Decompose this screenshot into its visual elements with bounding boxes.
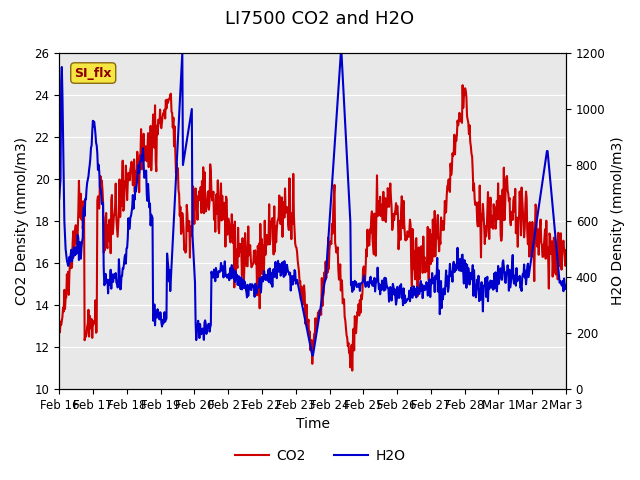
Text: LI7500 CO2 and H2O: LI7500 CO2 and H2O [225,10,415,28]
CO2 [493,198,500,204]
CO2 [364,227,371,232]
CO2 [350,348,358,353]
H2O [351,278,358,284]
Line: CO2: CO2 [60,85,566,371]
CO2 [348,368,356,373]
CO2 [562,247,570,253]
Legend: CO2, H2O: CO2, H2O [229,443,411,468]
H2O [493,288,500,294]
H2O [364,281,372,287]
H2O [380,284,387,290]
CO2 [56,318,63,324]
CO2 [459,82,467,88]
H2O [308,353,316,359]
CO2 [379,217,387,223]
H2O [562,282,570,288]
H2O [86,156,94,161]
Text: SI_flx: SI_flx [74,67,112,80]
Line: H2O: H2O [60,53,566,356]
X-axis label: Time: Time [296,418,330,432]
H2O [441,291,449,297]
H2O [56,196,63,202]
CO2 [440,220,448,226]
Y-axis label: CO2 Density (mmol/m3): CO2 Density (mmol/m3) [15,137,29,305]
H2O [179,50,186,56]
CO2 [86,325,94,331]
Y-axis label: H2O Density (mmol/m3): H2O Density (mmol/m3) [611,137,625,305]
